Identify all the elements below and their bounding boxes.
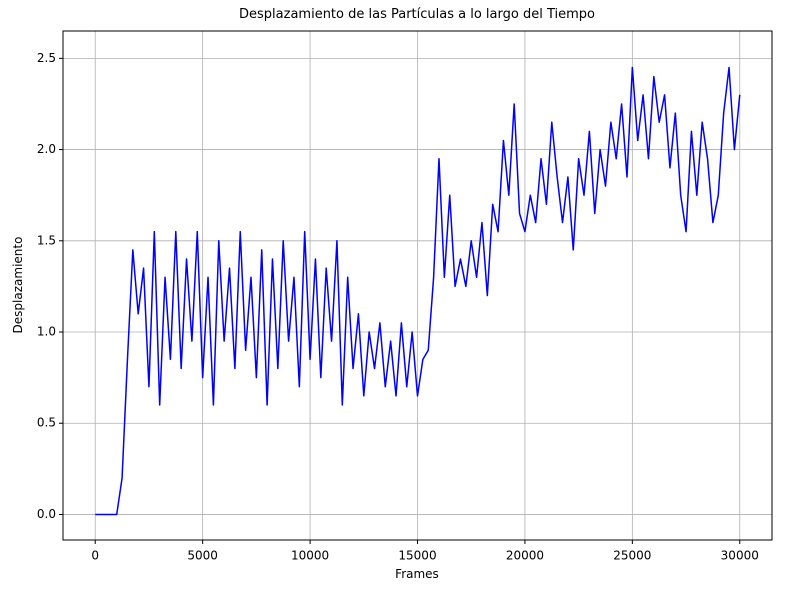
x-tick-label: 20000 — [506, 549, 544, 563]
chart-title: Desplazamiento de las Partículas a lo la… — [239, 7, 595, 22]
x-tick-label: 0 — [91, 549, 99, 563]
y-axis-label: Desplazamiento — [11, 237, 25, 334]
y-tick-label: 2.0 — [37, 142, 56, 156]
plot-frame — [62, 30, 773, 541]
x-axis-label: Frames — [395, 567, 439, 581]
y-tick-label: 1.0 — [37, 325, 56, 339]
y-tick-label: 0.0 — [37, 507, 56, 521]
y-tick-label: 2.5 — [37, 51, 56, 65]
x-tick-label: 30000 — [721, 549, 759, 563]
data-line — [95, 66, 741, 516]
y-tick-label: 1.5 — [37, 233, 56, 247]
x-tick-label: 15000 — [398, 549, 436, 563]
y-tick-label: 0.5 — [37, 416, 56, 430]
x-tick-label: 10000 — [291, 549, 329, 563]
x-tick-label: 25000 — [613, 549, 651, 563]
x-tick-label: 5000 — [187, 549, 218, 563]
